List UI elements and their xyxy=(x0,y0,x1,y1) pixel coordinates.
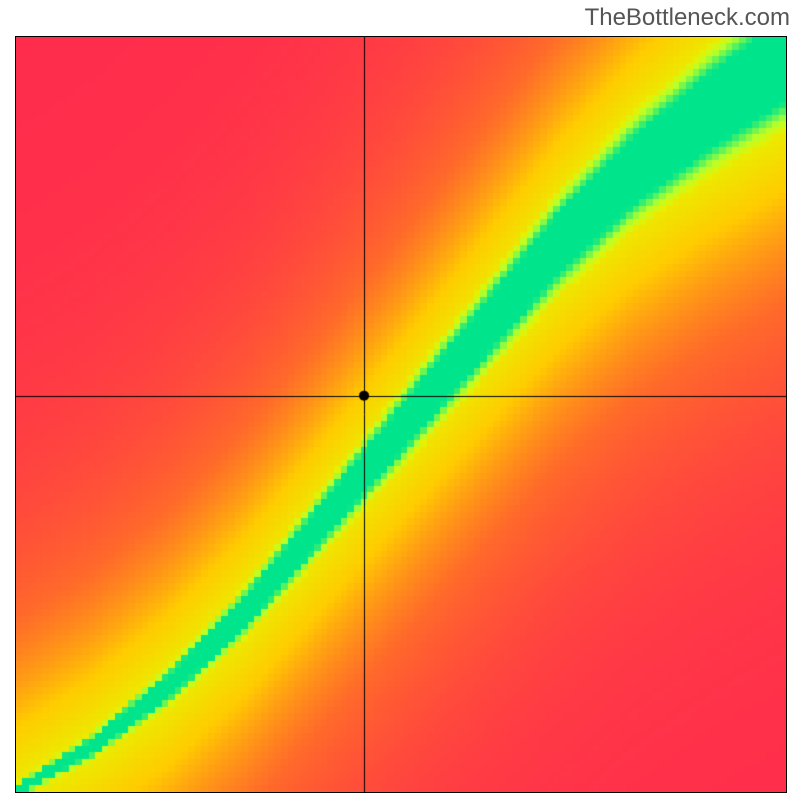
watermark-text: TheBottleneck.com xyxy=(585,4,790,32)
bottleneck-heatmap xyxy=(15,36,787,793)
